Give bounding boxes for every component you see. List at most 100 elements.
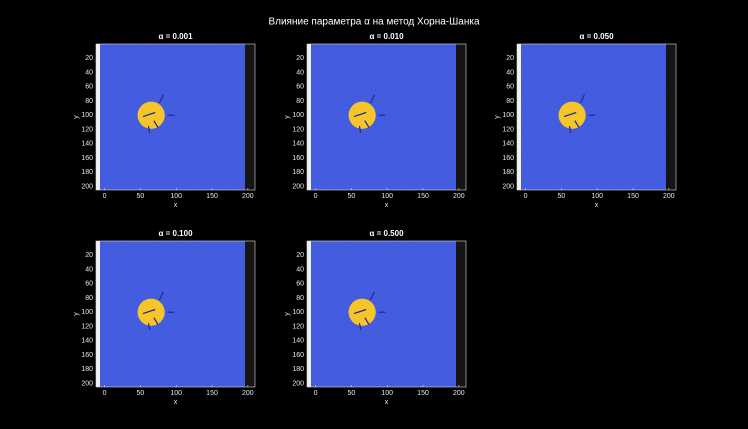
- axes-box: [306, 240, 467, 388]
- subplot: α = 0.500 0 50 100 150 200 20 40 60 80 100 120 140 16…: [284, 229, 467, 406]
- y-tick-label: 40: [85, 266, 93, 273]
- x-tick-label: 50: [348, 193, 356, 200]
- axes-box: [95, 43, 256, 191]
- subplot-title: α = 0.001: [158, 32, 193, 41]
- x-tick-label: 100: [381, 193, 393, 200]
- image-noise: [100, 44, 245, 190]
- y-tick-label: 60: [296, 84, 304, 91]
- x-tick-label: 50: [348, 390, 356, 397]
- axes-box: [516, 43, 677, 191]
- image-noise: [521, 44, 666, 190]
- flow-arrow: [563, 111, 577, 118]
- y-tick-label: 20: [85, 252, 93, 259]
- y-tick-label: 60: [85, 281, 93, 288]
- y-tick-label: 100: [292, 112, 304, 119]
- x-tick-label: 200: [242, 193, 254, 200]
- x-tick-label: 100: [591, 193, 603, 200]
- y-tick-label: 140: [81, 338, 93, 345]
- y-tick-label: 200: [292, 380, 304, 387]
- flow-arrow: [364, 120, 370, 128]
- disk: [348, 298, 376, 326]
- x-tick-label: 0: [314, 193, 318, 200]
- image-edge: [245, 44, 255, 190]
- x-tick-label: 0: [103, 193, 107, 200]
- x-tick-label: 0: [314, 390, 318, 397]
- x-tick-label: 150: [417, 193, 429, 200]
- y-tick-label: 80: [506, 98, 514, 105]
- disk: [558, 101, 586, 129]
- y-axis-label: y: [284, 115, 291, 119]
- image-edge: [245, 241, 255, 387]
- subplot-title: α = 0.010: [369, 32, 404, 41]
- y-tick-label: 180: [81, 366, 93, 373]
- y-tick-label: 180: [502, 169, 514, 176]
- y-tick-label: 100: [81, 112, 93, 119]
- x-tick-label: 200: [453, 193, 465, 200]
- figure-title: Влияние параметра α на метод Хорна-Шанка: [268, 17, 480, 28]
- flow-arrow: [158, 291, 164, 301]
- x-axis-label: x: [174, 202, 178, 209]
- x-tick-label: 200: [242, 390, 254, 397]
- y-tick-label: 180: [292, 169, 304, 176]
- y-tick-label: 60: [506, 84, 514, 91]
- y-tick-label: 40: [296, 69, 304, 76]
- image-noise: [311, 241, 456, 387]
- x-tick-label: 0: [103, 390, 107, 397]
- subplot-title: α = 0.100: [158, 229, 193, 238]
- y-tick-label: 80: [85, 295, 93, 302]
- y-tick-label: 80: [85, 98, 93, 105]
- y-tick-label: 140: [292, 338, 304, 345]
- x-tick-label: 150: [627, 193, 639, 200]
- y-tick-label: 140: [502, 141, 514, 148]
- flow-arrow: [147, 125, 151, 134]
- y-tick-label: 120: [292, 323, 304, 330]
- flow-arrow: [153, 317, 159, 325]
- y-tick-label: 160: [502, 155, 514, 162]
- y-tick-label: 180: [81, 169, 93, 176]
- disk: [137, 298, 165, 326]
- x-tick-label: 100: [170, 193, 182, 200]
- x-tick-label: 50: [137, 390, 145, 397]
- flow-arrow: [579, 94, 585, 104]
- x-tick-label: 100: [381, 390, 393, 397]
- flow-arrow: [142, 111, 156, 118]
- flow-arrow: [568, 125, 572, 134]
- y-tick-label: 120: [81, 323, 93, 330]
- x-axis-label: x: [385, 399, 389, 406]
- y-tick-label: 200: [81, 183, 93, 190]
- y-tick-label: 200: [292, 183, 304, 190]
- y-tick-label: 60: [85, 84, 93, 91]
- y-tick-label: 100: [502, 112, 514, 119]
- y-tick-label: 120: [81, 126, 93, 133]
- y-tick-label: 80: [296, 295, 304, 302]
- y-tick-label: 20: [296, 55, 304, 62]
- y-tick-label: 100: [292, 309, 304, 316]
- y-tick-label: 80: [296, 98, 304, 105]
- flow-arrow: [358, 125, 362, 134]
- y-axis-label: y: [73, 115, 80, 119]
- subplot: α = 0.010 0 50 100 150 200 20 40 60 80 100 120 140 16…: [284, 32, 467, 209]
- image-edge: [456, 44, 466, 190]
- subplot: α = 0.050 0 50 100 150 200 20 40 60 80 100 120 140 16…: [494, 32, 677, 209]
- x-tick-label: 150: [206, 193, 218, 200]
- flow-arrow: [574, 120, 580, 128]
- image-edge: [456, 241, 466, 387]
- flow-arrow: [158, 94, 164, 104]
- flow-arrow: [353, 111, 367, 118]
- y-tick-label: 120: [502, 126, 514, 133]
- subplot-title: α = 0.050: [579, 32, 614, 41]
- y-tick-label: 20: [506, 55, 514, 62]
- y-tick-label: 200: [502, 183, 514, 190]
- flow-arrow: [369, 94, 375, 104]
- x-tick-label: 0: [524, 193, 528, 200]
- x-tick-label: 100: [170, 390, 182, 397]
- y-tick-label: 20: [85, 55, 93, 62]
- flow-arrow: [369, 291, 375, 301]
- y-tick-label: 160: [292, 155, 304, 162]
- x-tick-label: 150: [417, 390, 429, 397]
- flow-arrow: [364, 317, 370, 325]
- x-axis-label: x: [595, 202, 599, 209]
- disk: [348, 101, 376, 129]
